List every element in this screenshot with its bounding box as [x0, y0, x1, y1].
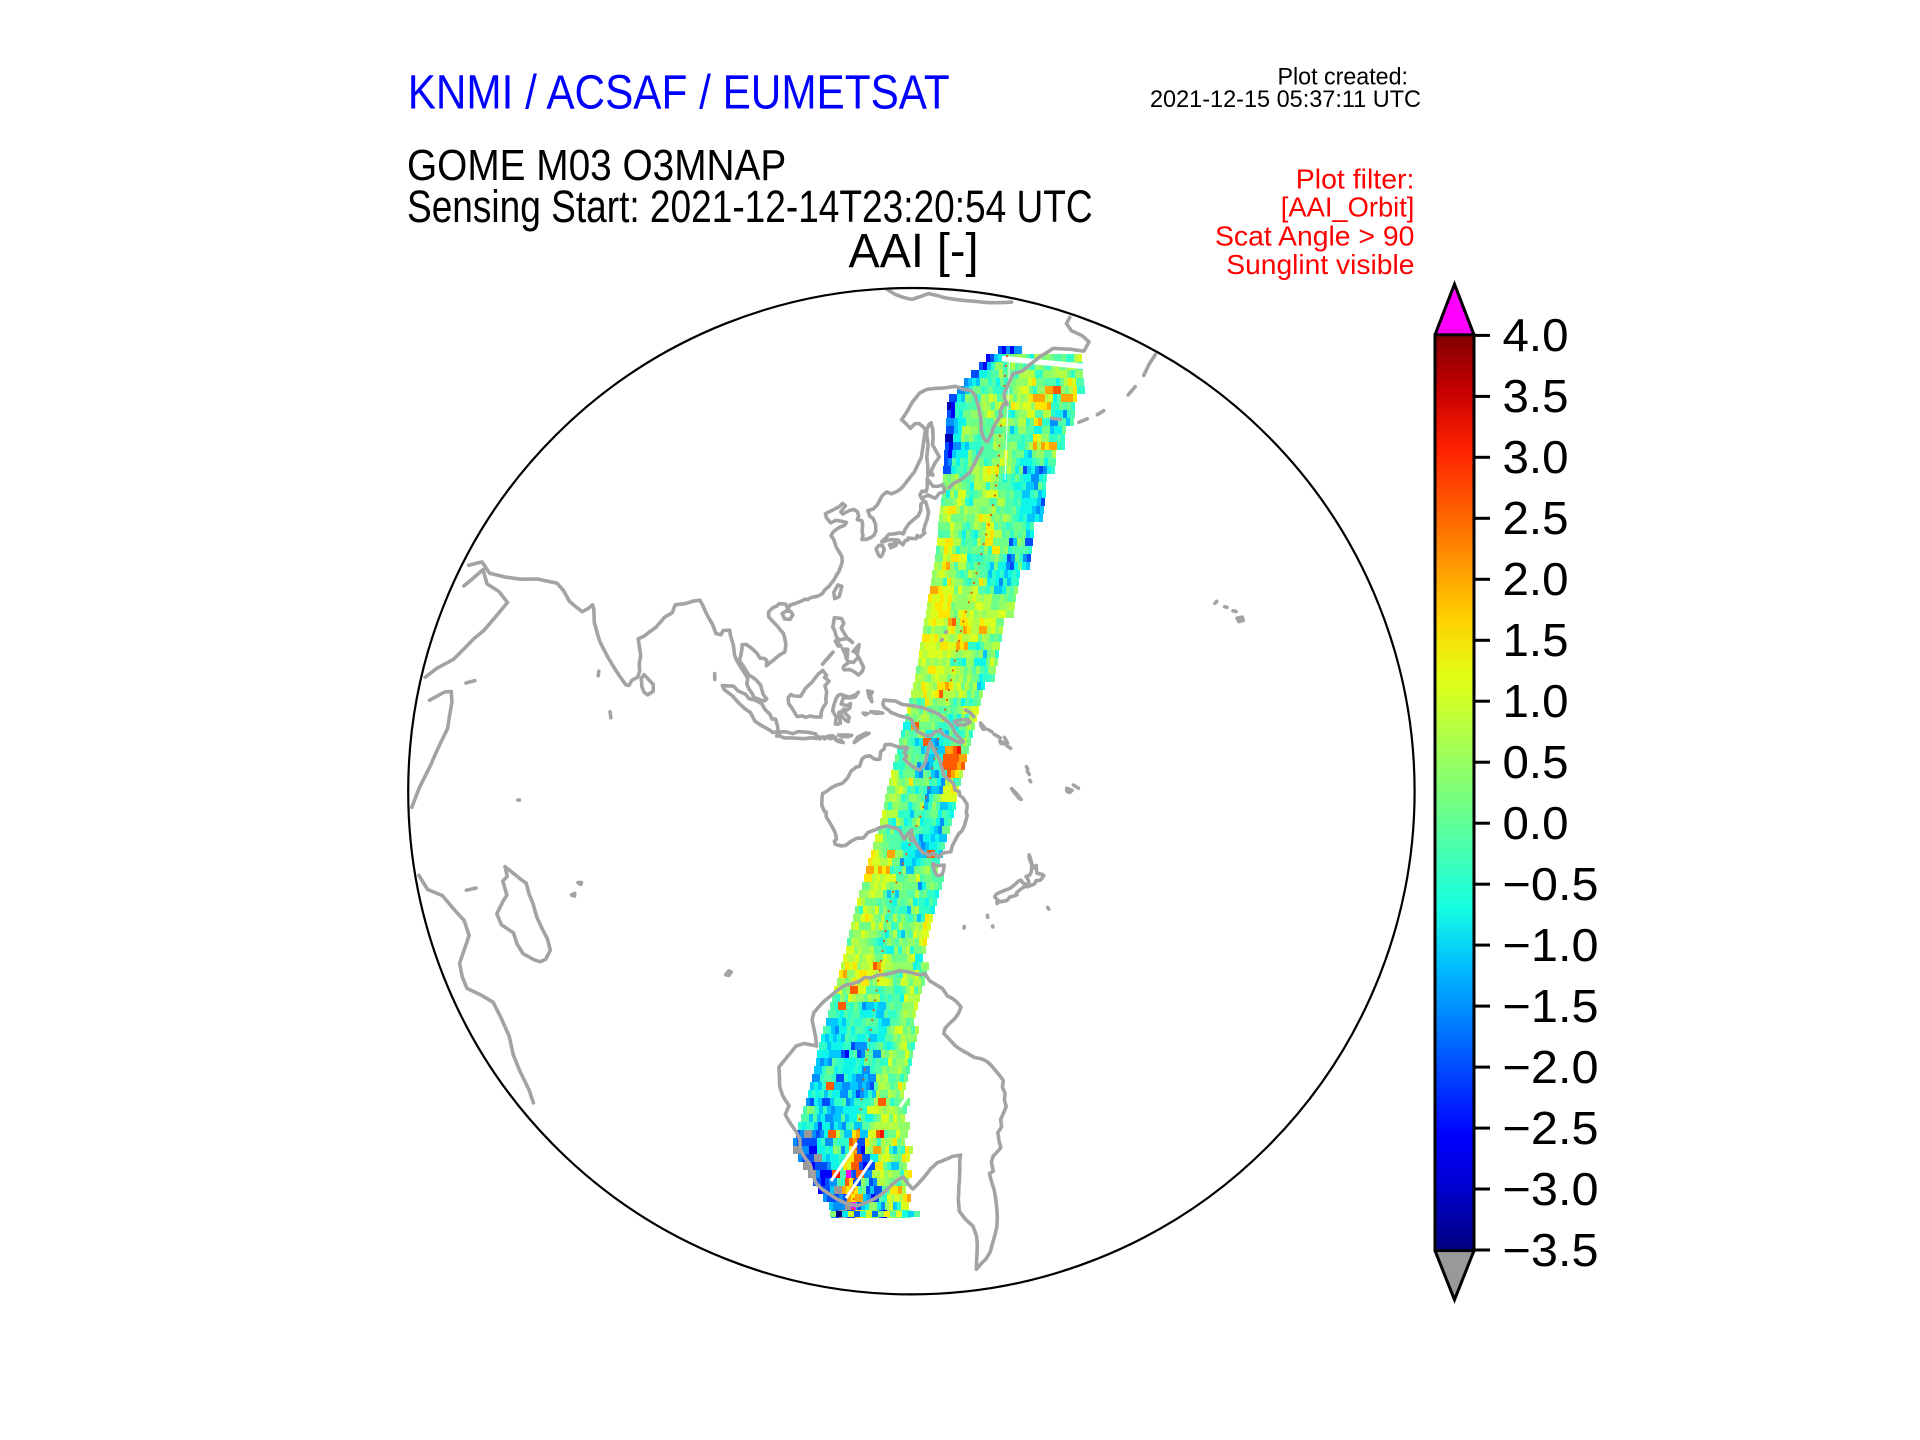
svg-text:Scat Angle > 90: Scat Angle > 90	[1215, 220, 1414, 251]
svg-text:1.0: 1.0	[1503, 675, 1569, 727]
svg-text:2021-12-15 05:37:11 UTC: 2021-12-15 05:37:11 UTC	[1150, 86, 1421, 113]
svg-text:3.0: 3.0	[1503, 431, 1569, 483]
svg-text:Sunglint visible: Sunglint visible	[1226, 249, 1414, 280]
svg-text:−2.5: −2.5	[1503, 1102, 1599, 1154]
svg-text:AAI [-]: AAI [-]	[849, 225, 979, 278]
svg-text:4.0: 4.0	[1503, 309, 1569, 361]
svg-text:Plot created:: Plot created:	[1278, 64, 1409, 91]
svg-text:−1.0: −1.0	[1503, 919, 1599, 971]
svg-text:GOME M03 O3MNAP: GOME M03 O3MNAP	[407, 141, 786, 190]
svg-text:[AAI_Orbit]: [AAI_Orbit]	[1281, 192, 1415, 223]
svg-text:1.5: 1.5	[1503, 614, 1569, 666]
svg-text:3.5: 3.5	[1503, 370, 1569, 422]
svg-text:−0.5: −0.5	[1503, 858, 1599, 910]
svg-text:2.0: 2.0	[1503, 553, 1569, 605]
svg-text:Plot filter:: Plot filter:	[1296, 164, 1415, 195]
svg-text:2.5: 2.5	[1503, 492, 1569, 544]
svg-text:−1.5: −1.5	[1503, 980, 1599, 1032]
svg-text:0.5: 0.5	[1503, 736, 1569, 788]
svg-text:0.0: 0.0	[1503, 797, 1569, 849]
svg-text:KNMI / ACSAF / EUMETSAT: KNMI / ACSAF / EUMETSAT	[408, 67, 950, 120]
svg-text:Sensing Start: 2021-12-14T23:2: Sensing Start: 2021-12-14T23:20:54 UTC	[407, 181, 1093, 232]
svg-text:−2.0: −2.0	[1503, 1041, 1599, 1093]
svg-text:−3.0: −3.0	[1503, 1163, 1599, 1215]
svg-text:−3.5: −3.5	[1503, 1224, 1599, 1276]
